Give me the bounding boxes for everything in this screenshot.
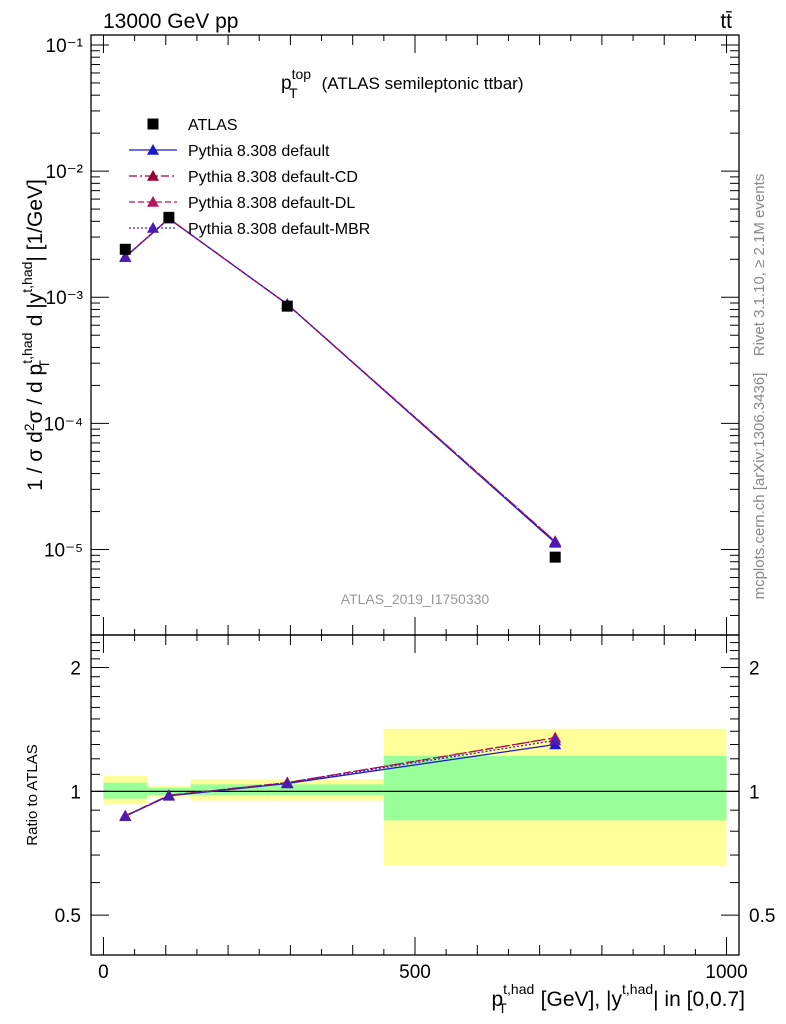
ratio-series-point: [549, 734, 562, 746]
plot-title: ptop T (ATLAS semileptonic ttbar): [281, 66, 523, 101]
legend-label: Pythia 8.308 default-DL: [188, 195, 355, 212]
main-ytick-label: 10⁻⁵: [44, 541, 83, 562]
main-ytick-label: 10⁻²: [46, 162, 84, 183]
ratio-ytick-label-right: 2: [749, 659, 760, 680]
process-label: tt̄: [720, 10, 732, 33]
atlas-data-point: [163, 211, 175, 223]
ratio-series-point: [119, 810, 132, 821]
ratio-series-pythia-8-308-default-mbr: [119, 734, 562, 821]
analysis-id-label: ATLAS_2019_I1750330: [341, 591, 490, 607]
legend-label: Pythia 8.308 default-MBR: [188, 221, 370, 238]
ratio-band-inner: [383, 755, 727, 821]
ratio-ytick-label-left: 0.5: [55, 906, 81, 927]
atlas-data-point: [119, 243, 131, 255]
main-series-atlas: [119, 211, 561, 563]
main-series-point: [119, 250, 132, 262]
main-panel-ticks: 10⁻⁵ 10⁻⁴ 10⁻³ 10⁻² 10⁻¹: [44, 35, 739, 635]
legend-marker: [147, 118, 159, 130]
legend-item-atlas: ATLAS: [147, 117, 238, 134]
ratio-panel-background: [91, 728, 739, 866]
main-series-line: [124, 217, 556, 543]
ratio-series-point: [281, 776, 294, 788]
ratio-series-line: [124, 739, 556, 817]
legend-label: ATLAS: [188, 117, 238, 134]
ratio-panel-ticks: 0.5 0.5 1 1 2 2 0 500 1000: [55, 634, 775, 983]
legend-label: Pythia 8.308 default-CD: [188, 169, 358, 186]
ratio-xtick-label: 500: [399, 962, 431, 983]
ratio-xtick-label: 0: [98, 962, 109, 983]
main-ytick-label: 10⁻¹: [46, 36, 84, 57]
ratio-ytick-label-right: 0.5: [749, 906, 775, 927]
legend-marker: [147, 196, 159, 207]
main-ytick-label: 10⁻⁴: [44, 414, 83, 435]
legend-marker: [147, 222, 159, 233]
ratio-series-point: [162, 789, 175, 801]
legend-item-pythia-8-308-default: Pythia 8.308 default: [129, 143, 330, 160]
energy-label: 13000 GeV pp: [103, 10, 238, 33]
main-series-point: [549, 535, 562, 547]
main-panel-series: [119, 211, 562, 563]
main-ytick-label: 10⁻³: [46, 288, 84, 309]
ratio-ytick-label-left: 2: [70, 659, 81, 680]
ratio-panel-series: [119, 731, 562, 822]
legend-item-pythia-8-308-default-mbr: Pythia 8.308 default-MBR: [129, 221, 370, 238]
ratio-ytick-label-left: 1: [70, 782, 81, 803]
ratio-band-inner: [190, 784, 384, 795]
ratio-ytick-label-right: 1: [749, 782, 760, 803]
rivet-version-label: Rivet 3.1.10, ≥ 2.1M events: [751, 174, 768, 357]
legend-marker: [147, 144, 159, 155]
legend-item-pythia-8-308-default-dl: Pythia 8.308 default-DL: [129, 195, 355, 212]
mcplots-label: mcplots.cern.ch [arXiv:1306.3436]: [751, 373, 768, 600]
atlas-data-point: [549, 551, 561, 563]
atlas-data-point: [281, 300, 293, 312]
ratio-band-inner: [103, 782, 148, 799]
ratio-series-line: [124, 737, 556, 817]
ratio-xtick-label: 1000: [705, 962, 747, 983]
legend-item-pythia-8-308-default-cd: Pythia 8.308 default-CD: [129, 169, 358, 186]
ratio-panel-frame: [90, 634, 740, 956]
legend: ATLAS Pythia 8.308 default Pythia 8.308 de…: [129, 117, 370, 238]
legend-marker: [147, 170, 159, 181]
legend-label: Pythia 8.308 default: [188, 143, 330, 160]
ratio-ylabel: Ratio to ATLAS: [24, 744, 41, 845]
